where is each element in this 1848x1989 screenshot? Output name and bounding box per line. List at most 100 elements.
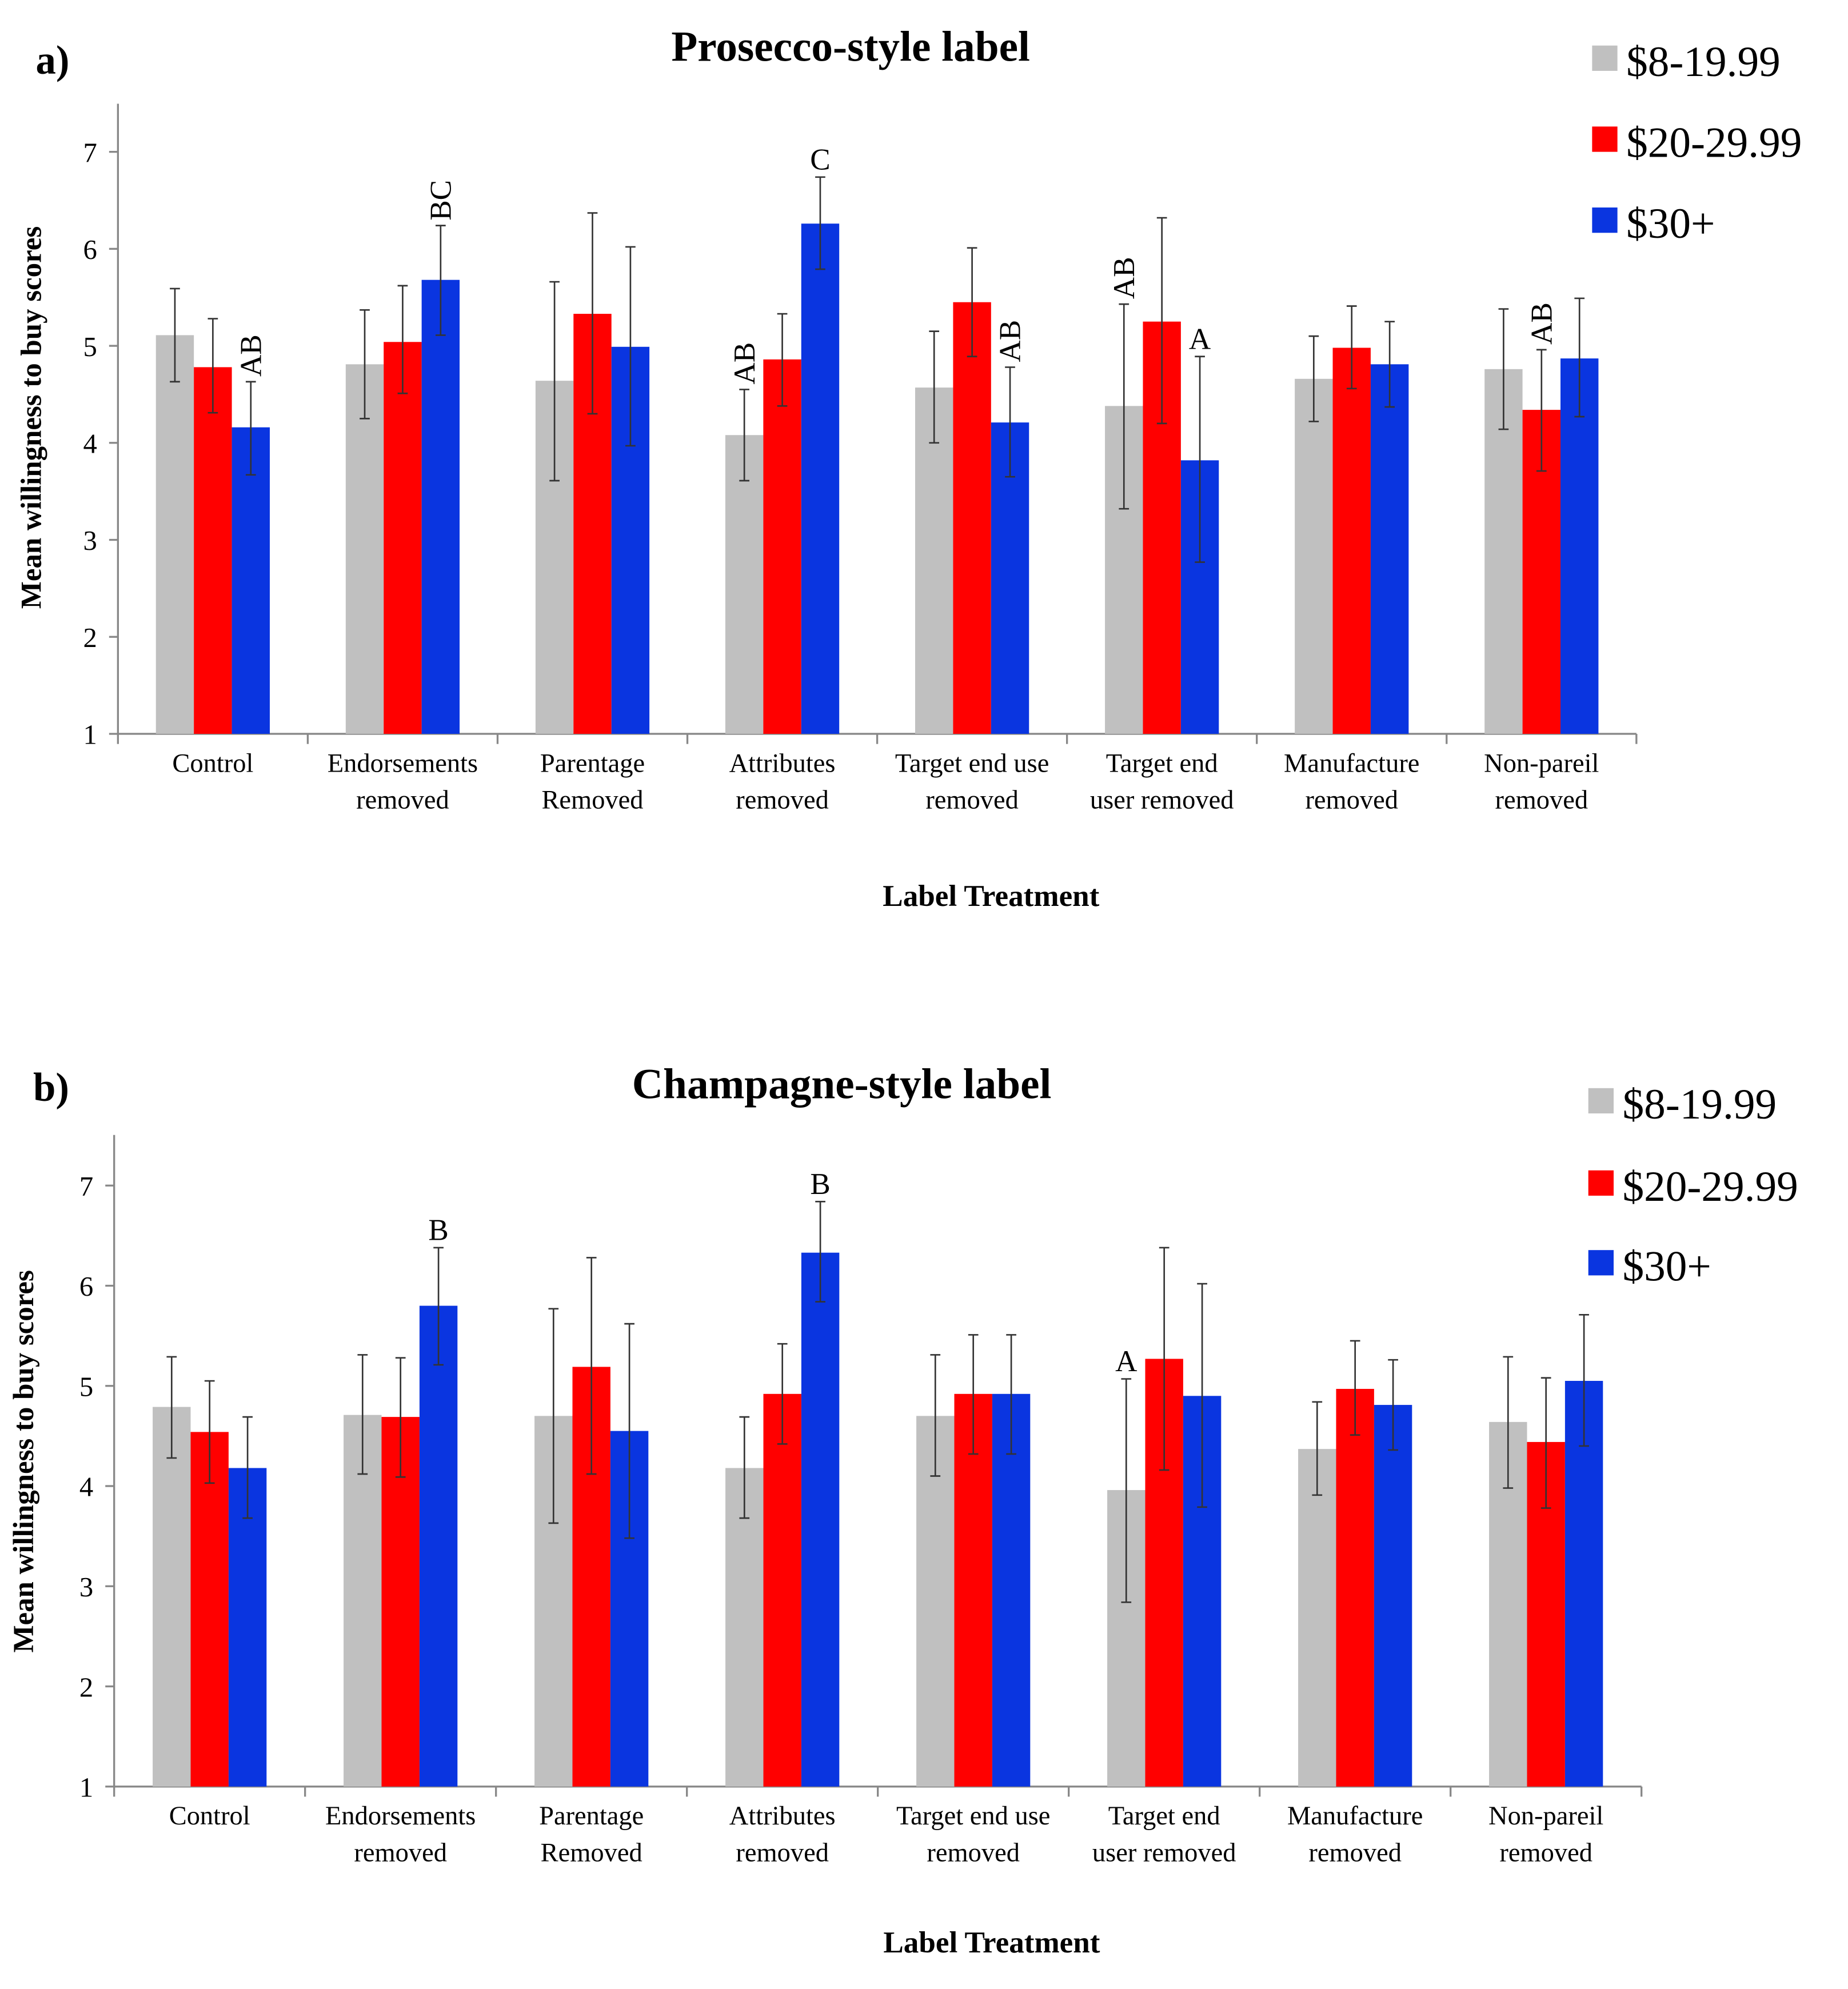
y-tick-label: 7 — [79, 1171, 93, 1202]
legend-label: $30+ — [1626, 200, 1715, 247]
x-category-label: Endorsements — [328, 749, 478, 778]
bar — [1295, 378, 1333, 734]
panel-label: b) — [33, 1065, 69, 1110]
chart-panel-a: a) Prosecco-style label 1 2 3 4 5 6 7 Mean willin… — [15, 23, 1802, 913]
x-category-label: Removed — [541, 1838, 642, 1867]
x-category-label: removed — [927, 1838, 1020, 1867]
y-tick-label: 2 — [83, 622, 97, 653]
x-category-label: Attributes — [729, 1802, 836, 1831]
x-category-label: Parentage — [540, 749, 645, 778]
x-axis-label: Label Treatment — [883, 880, 1099, 913]
y-tick-label: 4 — [79, 1472, 93, 1503]
significance-label: A — [1189, 322, 1211, 356]
legend-label: $20-29.99 — [1626, 119, 1802, 167]
significance-label: B — [810, 1168, 830, 1201]
significance-label: A — [1115, 1345, 1137, 1378]
x-category-label: removed — [354, 1838, 447, 1867]
significance-label: AB — [1526, 302, 1559, 345]
legend-swatch — [1592, 126, 1618, 152]
bar — [194, 367, 232, 734]
legend-swatch — [1588, 1088, 1614, 1114]
x-category-label: Control — [169, 1802, 250, 1831]
bar — [155, 335, 194, 734]
x-category-label: removed — [356, 786, 449, 815]
legend-swatch — [1592, 207, 1618, 233]
chart-title: Champagne-style label — [632, 1061, 1052, 1108]
x-category-label: Target end use — [895, 749, 1049, 778]
significance-label: C — [810, 143, 830, 176]
x-category-label: Target end use — [896, 1802, 1050, 1831]
y-tick-label: 2 — [79, 1672, 93, 1703]
y-tick-label: 6 — [79, 1271, 93, 1302]
chart-panel-b: b) Champagne-style label 1 2 3 4 5 6 7 Mean willi… — [8, 1061, 1798, 1959]
x-category-label: Manufacture — [1287, 1802, 1423, 1831]
x-category-label: user removed — [1090, 786, 1234, 815]
bar — [421, 279, 460, 734]
bar — [725, 1468, 764, 1787]
bar — [801, 223, 840, 734]
significance-label: B — [428, 1214, 448, 1247]
x-category-label: Attributes — [729, 749, 836, 778]
significance-label: AB — [235, 334, 268, 377]
bar — [992, 1393, 1031, 1787]
bar — [725, 435, 764, 734]
x-axis-label: Label Treatment — [883, 1926, 1100, 1959]
y-tick-label: 4 — [83, 429, 97, 460]
x-category-label: Manufacture — [1284, 749, 1419, 778]
y-tick-label: 6 — [83, 234, 97, 265]
x-category-label: removed — [925, 786, 1019, 815]
x-category-label: Endorsements — [325, 1802, 476, 1831]
y-tick-label: 5 — [79, 1371, 93, 1402]
bar — [763, 359, 801, 734]
bar — [1336, 1389, 1374, 1787]
bar — [228, 1468, 267, 1787]
bar — [763, 1393, 801, 1787]
x-category-label: Parentage — [539, 1802, 644, 1831]
bar — [381, 1417, 420, 1787]
bar — [384, 342, 422, 734]
bar — [801, 1252, 840, 1787]
y-tick-label: 1 — [79, 1772, 93, 1803]
x-category-label: Non-pareil — [1484, 749, 1599, 778]
y-axis-label: Mean willingness to buy scores — [8, 1270, 40, 1652]
bar — [153, 1407, 191, 1787]
bar — [1374, 1405, 1412, 1787]
significance-label: AB — [728, 342, 761, 385]
bar — [1370, 364, 1409, 734]
bar — [1560, 358, 1599, 734]
bar — [1332, 348, 1371, 734]
x-category-label: Target end — [1106, 749, 1218, 778]
x-category-label: user removed — [1092, 1838, 1236, 1867]
x-category-label: removed — [1308, 1838, 1402, 1867]
y-tick-label: 7 — [83, 137, 97, 168]
panel-label: a) — [35, 38, 69, 82]
bar — [1298, 1449, 1336, 1787]
bar — [954, 1393, 992, 1787]
x-category-label: Non-pareil — [1488, 1802, 1603, 1831]
x-category-label: Target end — [1108, 1802, 1220, 1831]
bar — [190, 1432, 229, 1787]
x-category-label: removed — [736, 1838, 829, 1867]
bar — [1564, 1381, 1603, 1787]
y-axis-label: Mean willingness to buy scores — [15, 226, 47, 609]
legend-label: $8-19.99 — [1626, 38, 1781, 86]
legend-label: $20-29.99 — [1622, 1163, 1798, 1211]
x-category-label: removed — [1499, 1838, 1592, 1867]
chart-title: Prosecco-style label — [671, 23, 1030, 70]
bar — [915, 388, 953, 734]
x-category-label: removed — [736, 786, 829, 815]
y-tick-label: 5 — [83, 331, 97, 362]
x-category-label: removed — [1495, 786, 1588, 815]
x-category-label: Removed — [541, 786, 643, 815]
y-tick-label: 3 — [79, 1572, 93, 1603]
significance-label: AB — [1108, 257, 1141, 299]
legend-swatch — [1588, 1170, 1614, 1196]
significance-label: AB — [994, 320, 1027, 362]
significance-label: BC — [425, 180, 458, 221]
legend-label: $8-19.99 — [1622, 1081, 1777, 1128]
legend-swatch — [1588, 1250, 1614, 1276]
y-tick-label: 1 — [83, 720, 97, 750]
x-category-label: removed — [1305, 786, 1398, 815]
bar — [953, 302, 991, 734]
